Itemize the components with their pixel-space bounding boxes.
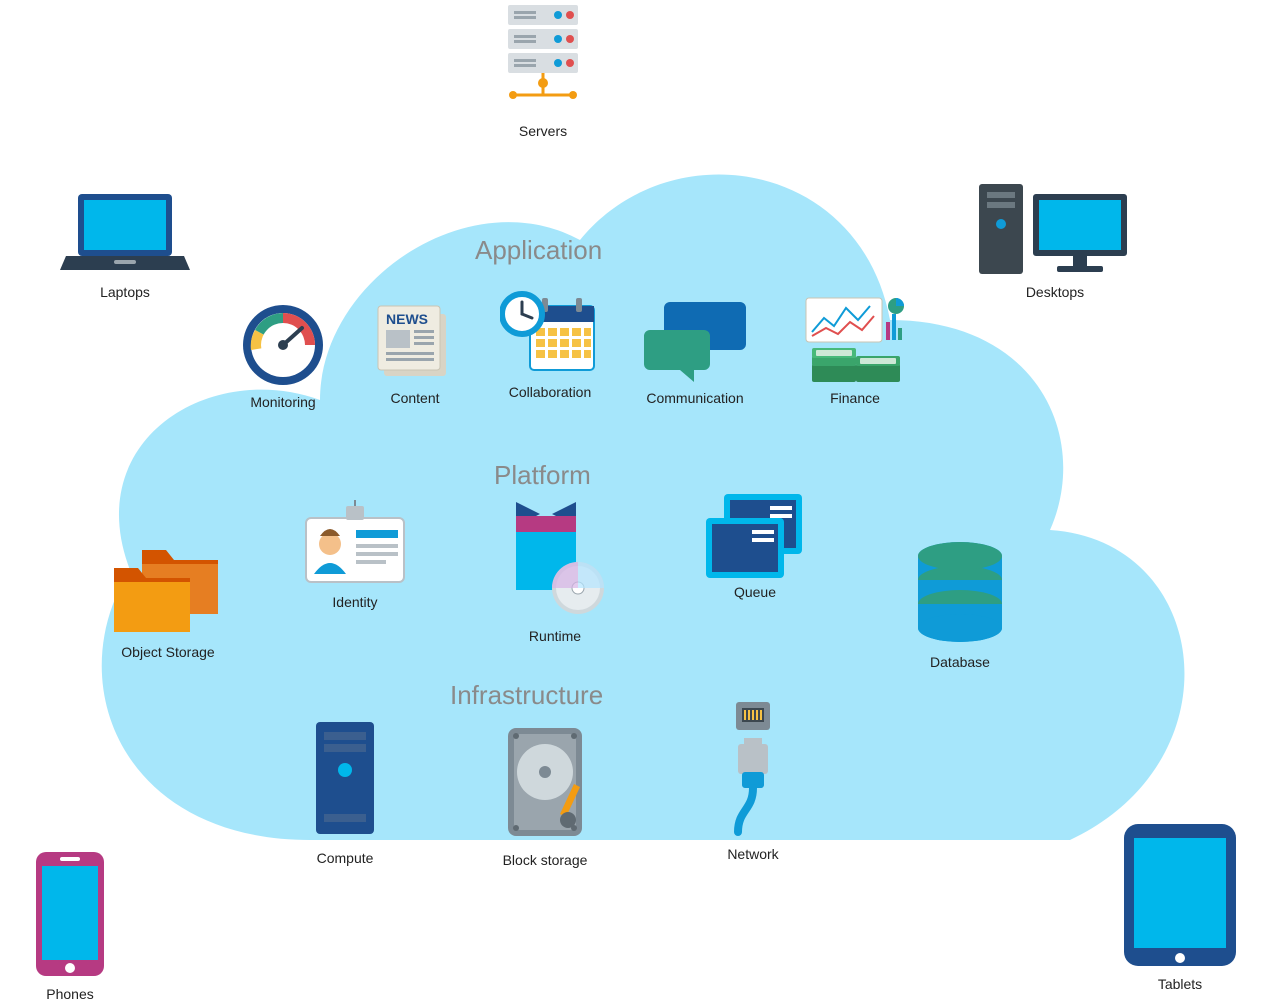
node-object-storage: Object Storage [108,540,228,660]
tablet-icon [1120,820,1240,970]
folders-icon [108,540,228,640]
ethernet-icon [718,700,788,840]
section-title-application: Application [475,235,602,266]
database-icon [910,540,1010,650]
collaboration-label: Collaboration [509,384,592,400]
section-title-infrastructure: Infrastructure [450,680,603,711]
chat-icon [640,296,750,386]
node-laptops: Laptops [60,190,190,300]
calendar-clock-icon [500,290,600,380]
node-collaboration: Collaboration [500,290,600,400]
hdd-icon [500,722,590,842]
phones-label: Phones [46,986,93,1002]
laptops-label: Laptops [100,284,150,300]
node-network: Network [718,700,788,862]
node-queue: Queue [700,490,810,600]
node-communication: Communication [640,296,750,406]
queue-label: Queue [734,584,776,600]
id-card-icon [300,500,410,590]
content-label: Content [390,390,439,406]
node-content: NEWS Content [370,296,460,406]
laptop-icon [60,190,190,280]
servers-label: Servers [519,123,567,139]
node-servers: Servers [498,15,588,139]
finance-label: Finance [830,390,880,406]
tower-icon [310,718,380,838]
node-finance: Finance [800,296,910,406]
identity-label: Identity [332,594,377,610]
node-monitoring: Monitoring [238,300,328,410]
node-runtime: Runtime [500,498,610,644]
section-title-platform: Platform [494,460,591,491]
monitoring-label: Monitoring [250,394,315,410]
newspaper-icon: NEWS [370,296,460,386]
svg-text:NEWS: NEWS [386,311,428,327]
box-disc-icon [500,498,610,618]
node-identity: Identity [300,500,410,610]
node-desktops: Desktops [975,180,1135,300]
servers-icon [498,15,588,105]
node-block-storage: Block storage [500,722,590,868]
node-phones: Phones [30,850,110,1002]
database-label: Database [930,654,990,670]
phone-icon [30,850,110,980]
desktop-icon [975,180,1135,280]
tablets-label: Tablets [1158,976,1202,992]
desktops-label: Desktops [1026,284,1084,300]
windows-icon [700,490,810,580]
runtime-label: Runtime [529,628,581,644]
object-storage-label: Object Storage [121,644,214,660]
finance-icon [800,296,910,386]
block-storage-label: Block storage [503,852,588,868]
compute-label: Compute [317,850,374,866]
node-tablets: Tablets [1120,820,1240,992]
communication-label: Communication [646,390,743,406]
node-database: Database [910,540,1010,670]
diagram-stage: Application Platform Infrastructure [0,0,1280,1008]
network-label: Network [727,846,778,862]
node-compute: Compute [310,718,380,866]
gauge-icon [238,300,328,390]
